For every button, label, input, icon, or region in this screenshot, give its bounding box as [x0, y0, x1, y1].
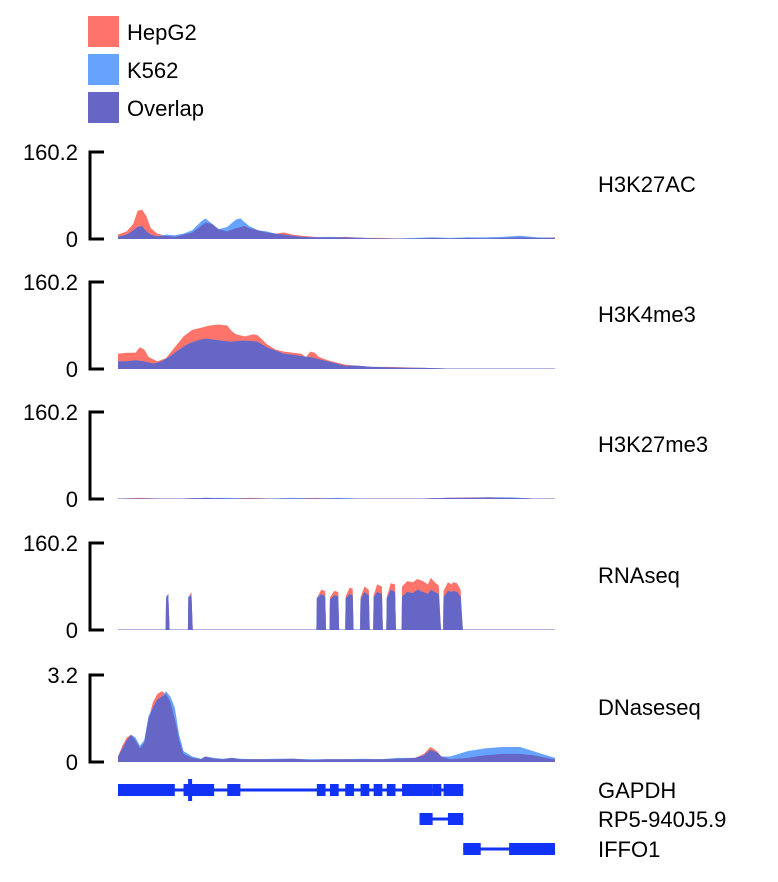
track-dnaseseq-ymin-label: 0: [66, 750, 78, 775]
track-dnaseseq-ymax-label: 3.2: [47, 663, 78, 688]
gene-rp5-940j5.9-exon-0: [419, 813, 433, 825]
track-h3k27me3-ymax-label: 160.2: [23, 400, 78, 425]
track-dnaseseq: 3.2 0 DNaseseq: [47, 663, 700, 775]
legend-label-k562: K562: [127, 58, 178, 83]
track-h3k4me3-overlap-area: [118, 338, 555, 369]
gene-iffo1-exon-1: [509, 843, 555, 855]
track-dnaseseq-overlap-area: [118, 694, 555, 762]
track-rnaseq: 160.2 0 RNAseq: [23, 531, 680, 643]
track-dnaseseq-k562-area: [118, 691, 555, 762]
gene-gapdh-exon-9: [402, 784, 433, 796]
track-h3k4me3-ymax-label: 160.2: [23, 270, 78, 295]
track-h3k27me3-y-axis: [88, 410, 104, 501]
track-dnaseseq-y-axis: [88, 673, 104, 764]
track-h3k27ac-ymin-label: 0: [66, 227, 78, 252]
track-h3k27ac-ymax-label: 160.2: [23, 140, 78, 165]
track-h3k27ac-y-axis: [88, 150, 104, 241]
track-h3k4me3: 160.2 0 H3K4me3: [23, 270, 696, 382]
gene-annotation-track: GAPDH RP5-940J5.9 IFFO1: [118, 778, 726, 862]
legend-swatch-hepg2: [88, 16, 119, 47]
signal-tracks: 160.2 0 H3K27AC 160.2 0 H3K4me3 160.2 0 H3K27me3…: [23, 140, 708, 775]
legend-swatch-overlap: [88, 92, 119, 123]
gene-gapdh-tick-0: [188, 779, 193, 801]
track-h3k4me3-y-axis: [88, 280, 104, 371]
track-h3k27me3-ymin-label: 0: [66, 487, 78, 512]
legend-label-overlap: Overlap: [127, 96, 204, 121]
gene-rp5-940j5.9: RP5-940J5.9: [419, 807, 726, 832]
gene-gapdh-exon-11: [443, 784, 464, 796]
track-rnaseq-overlap-area: [118, 589, 555, 630]
gene-iffo1-exon-0: [463, 843, 481, 855]
track-h3k27ac: 160.2 0 H3K27AC: [23, 140, 696, 252]
track-rnaseq-ymin-label: 0: [66, 618, 78, 643]
gene-gapdh-exon-0: [118, 784, 175, 796]
track-h3k27ac-label: H3K27AC: [598, 172, 696, 197]
gene-gapdh-exon-10: [432, 784, 442, 796]
track-dnaseseq-label: DNaseseq: [598, 695, 701, 720]
legend-swatch-k562: [88, 54, 119, 85]
gene-gapdh-exon-2: [227, 784, 241, 796]
gene-iffo1: IFFO1: [463, 837, 660, 862]
gene-gapdh-label: GAPDH: [598, 778, 676, 803]
gene-gapdh-exon-6: [360, 784, 370, 796]
track-h3k27ac-overlap-area: [118, 222, 555, 239]
gene-gapdh-exon-7: [373, 784, 383, 796]
track-rnaseq-label: RNAseq: [598, 563, 680, 588]
legend-label-hepg2: HepG2: [127, 20, 197, 45]
gene-rp5-940j5.9-exon-1: [447, 813, 464, 825]
gene-gapdh-exon-3: [316, 784, 326, 796]
gene-gapdh-exon-4: [329, 784, 339, 796]
gene-gapdh: GAPDH: [118, 778, 676, 803]
track-rnaseq-y-axis: [88, 541, 104, 632]
track-h3k27me3-label: H3K27me3: [598, 432, 708, 457]
gene-iffo1-label: IFFO1: [598, 837, 660, 862]
track-h3k27me3: 160.2 0 H3K27me3: [23, 400, 708, 512]
legend: HepG2 K562 Overlap: [88, 16, 204, 123]
gene-rp5-940j5.9-label: RP5-940J5.9: [598, 807, 726, 832]
track-h3k27me3-overlap-area: [118, 497, 555, 499]
gene-gapdh-exon-5: [345, 784, 354, 796]
gene-gapdh-exon-8: [386, 784, 396, 796]
track-h3k4me3-ymin-label: 0: [66, 357, 78, 382]
track-h3k4me3-label: H3K4me3: [598, 302, 696, 327]
track-rnaseq-ymax-label: 160.2: [23, 531, 78, 556]
